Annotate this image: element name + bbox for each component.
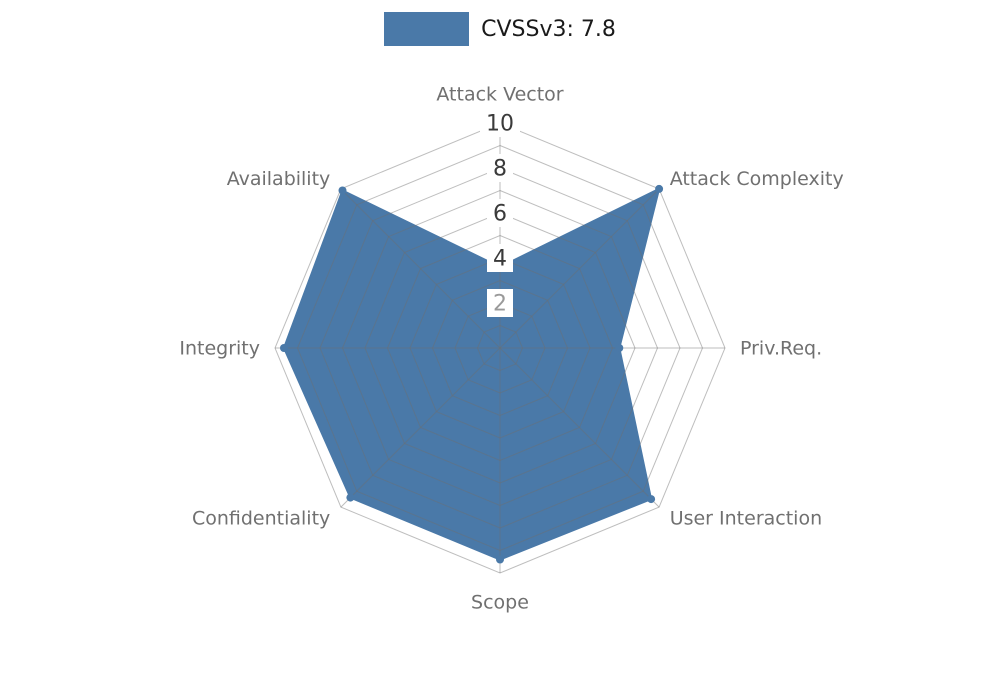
tick-label: 6 <box>493 202 507 227</box>
axis-label: Attack Complexity <box>670 168 844 190</box>
grid-ring <box>409 257 591 439</box>
grid-ring <box>319 167 681 529</box>
tick-label: 2 <box>493 292 507 317</box>
grid-ring <box>341 189 659 507</box>
vertex-marker <box>647 495 656 504</box>
tick-box <box>487 199 513 227</box>
vertex-marker <box>655 184 664 193</box>
axis-label: Integrity <box>179 338 260 360</box>
axis-label: Confidentiality <box>192 507 330 529</box>
vertex-marker <box>280 344 288 352</box>
tick-label: 4 <box>493 247 507 272</box>
tick-box <box>487 244 513 272</box>
axis-spoke <box>499 347 660 508</box>
grid-ring <box>364 212 636 484</box>
grid-ring <box>386 234 614 462</box>
legend: CVSSv3: 7.8 <box>0 12 1000 46</box>
tick-box <box>480 109 520 137</box>
axis-label: Attack Vector <box>436 84 563 106</box>
vertex-marker <box>338 186 347 195</box>
vertex-marker <box>346 493 355 502</box>
vertex-marker <box>615 344 624 352</box>
axis-spoke <box>499 188 660 349</box>
axis-spoke <box>340 188 501 349</box>
axis-label: Availability <box>227 168 331 190</box>
grid-ring <box>454 302 546 394</box>
grid-ring <box>274 122 726 574</box>
vertex-marker <box>496 555 504 564</box>
grid-ring <box>476 324 524 372</box>
axis-spoke <box>340 347 501 508</box>
grid-ring <box>431 279 569 417</box>
tick-box <box>487 289 513 317</box>
tick-label: 8 <box>493 157 507 182</box>
legend-label: CVSSv3: 7.8 <box>481 16 616 42</box>
tick-label: 10 <box>486 112 514 137</box>
grid-ring <box>296 144 704 552</box>
axis-label: Scope <box>471 592 529 614</box>
tick-box <box>487 154 513 182</box>
axis-label: User Interaction <box>670 507 822 529</box>
legend-swatch <box>384 12 470 46</box>
axis-label: Priv.Req. <box>740 338 822 360</box>
